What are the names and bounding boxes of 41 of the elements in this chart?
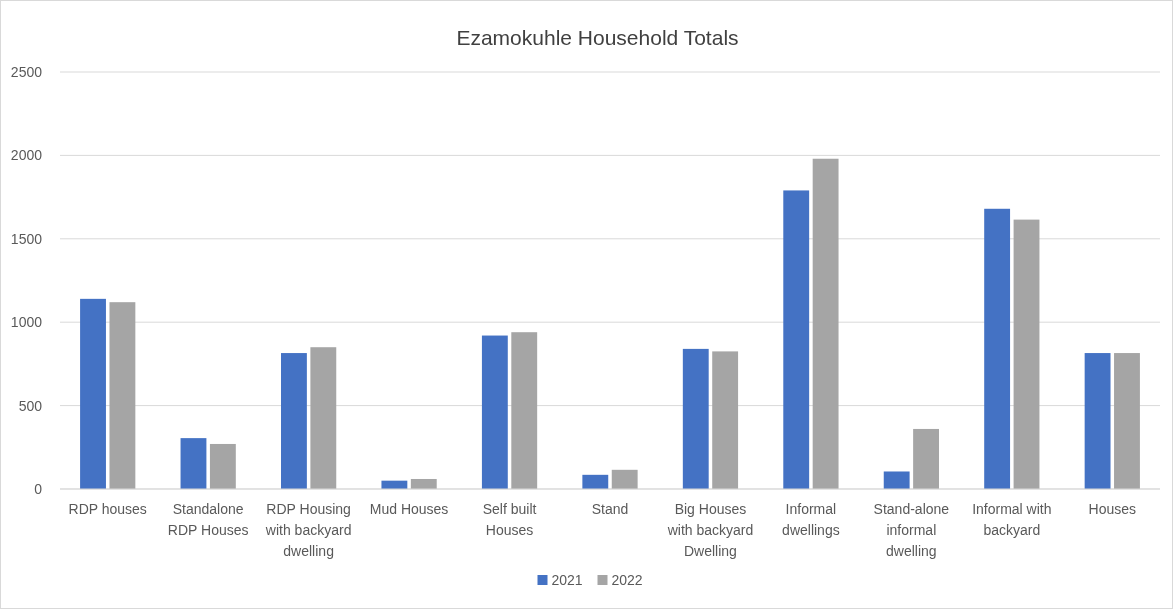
x-tick-label: Houses (1088, 501, 1137, 517)
bar (310, 347, 337, 489)
x-tick-label: Informal dwellings (782, 501, 840, 538)
y-tick-label: 500 (18, 397, 43, 414)
y-tick-label: 0 (34, 480, 43, 497)
y-tick-label: 2000 (10, 147, 43, 164)
bar (582, 474, 609, 489)
bar (812, 158, 839, 489)
x-tick-label: Standalone RDP Houses (167, 501, 249, 538)
bar (611, 469, 638, 489)
bar (913, 428, 939, 489)
bar (209, 443, 236, 489)
y-tick-label: 2500 (10, 63, 43, 80)
bar (481, 335, 508, 489)
bar (883, 471, 910, 489)
y-tick-label: 1500 (10, 230, 43, 247)
bar (783, 190, 810, 489)
y-tick-label: 1000 (10, 314, 43, 331)
x-tick-label: RDP Housing with backyard dwelling (264, 501, 352, 559)
bar (712, 351, 739, 489)
bar (682, 348, 709, 489)
bar (1114, 353, 1140, 489)
x-tick-label: Self built Houses (482, 501, 537, 538)
bar (511, 332, 538, 489)
x-tick-label: Big Houses with backyard Dwelling (666, 501, 754, 559)
x-tick-label: Stand-alone informal dwelling (873, 501, 950, 559)
bar (180, 438, 207, 489)
x-tick-label: Informal with backyard (972, 501, 1052, 538)
x-tick-label: Stand (591, 501, 629, 517)
bar (281, 353, 307, 489)
bar (410, 478, 437, 489)
legend-label: 2022 (611, 572, 643, 588)
chart-title: Ezamokuhle Household Totals (456, 26, 739, 49)
bar (1013, 219, 1040, 489)
bar (984, 208, 1011, 489)
x-tick-label: RDP houses (68, 501, 147, 517)
x-tick-label: Mud Houses (369, 501, 449, 517)
bar (80, 298, 106, 489)
bar (1084, 353, 1111, 489)
legend-label: 2021 (551, 572, 583, 588)
bar (109, 302, 136, 489)
